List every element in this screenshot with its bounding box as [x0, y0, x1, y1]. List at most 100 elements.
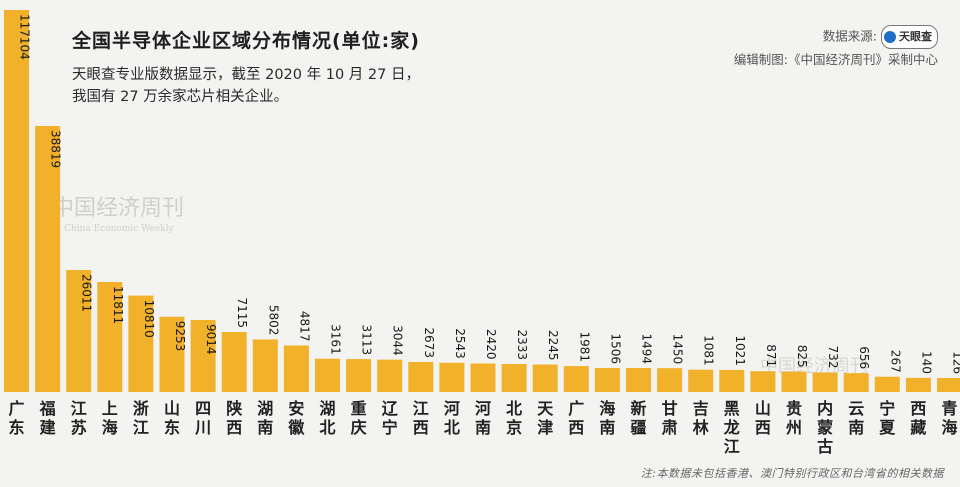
bar-四川: [190, 320, 216, 392]
category-label-char: 云: [848, 399, 864, 418]
category-label-char: 庆: [350, 418, 367, 437]
bar-value-label: 656: [857, 346, 871, 369]
bar-云南: [843, 373, 869, 392]
category-label-char: 海: [102, 418, 118, 437]
bar-value-label: 3044: [391, 325, 405, 356]
bar-value-label: 1021: [733, 335, 747, 366]
bar-value-label: 1450: [671, 334, 685, 365]
category-label-char: 河: [444, 399, 460, 418]
category-label-char: 山: [164, 399, 180, 418]
category-label-char: 宁: [382, 418, 398, 437]
category-label-char: 天: [537, 399, 554, 418]
bar-value-label: 2543: [453, 328, 467, 359]
bar-value-label: 1494: [640, 333, 654, 364]
category-label-char: 浙: [133, 399, 149, 418]
category-label-char: 甘: [662, 399, 678, 418]
bar-河北: [439, 362, 465, 392]
bar-value-label: 126: [951, 351, 960, 374]
category-label-char: 林: [693, 418, 709, 437]
editor-credit: 编辑制图:《中国经济周刊》采制中心: [733, 52, 938, 67]
category-label-char: 陕: [226, 399, 242, 418]
footnote: 注:本数据未包括香港、澳门特别行政区和台湾省的相关数据: [640, 467, 944, 480]
bar-河南: [470, 363, 496, 392]
category-label-char: 古: [817, 437, 833, 456]
bar-value-label: 871: [764, 344, 778, 367]
bar-value-label: 2673: [422, 327, 436, 358]
bar-广西: [563, 366, 589, 392]
category-label-char: 南: [848, 418, 864, 437]
category-label-char: 江: [133, 418, 149, 437]
bar-青海: [937, 378, 960, 392]
category-label-char: 京: [506, 418, 522, 437]
bar-辽宁: [377, 359, 403, 392]
bar-上海: [97, 282, 123, 392]
category-label-char: 西: [413, 418, 429, 437]
bar-value-label: 4817: [297, 311, 311, 342]
category-label-char: 西: [568, 418, 584, 437]
bar-江西: [408, 361, 434, 392]
category-label-char: 福: [39, 399, 56, 418]
chart-title: 全国半导体企业区域分布情况(单位:家): [72, 30, 420, 52]
bar-浙江: [128, 295, 154, 392]
category-label-char: 黑: [724, 399, 740, 418]
subtitle-line-2: 我国有 27 万余家芯片相关企业。: [72, 89, 289, 105]
bar-北京: [501, 364, 527, 392]
bar-广东: [4, 10, 29, 392]
bar-黑龙江: [719, 369, 745, 392]
category-label-char: 辽: [382, 399, 399, 418]
bar-value-label: 7115: [235, 297, 249, 328]
category-label-char: 蒙: [817, 418, 833, 437]
category-label-char: 四: [195, 399, 211, 418]
category-label-char: 津: [537, 418, 553, 437]
bar-重庆: [346, 359, 372, 392]
bar-value-label: 825: [795, 345, 809, 368]
category-label-char: 徽: [287, 418, 305, 437]
category-label-char: 西: [910, 399, 926, 418]
category-label-char: 西: [226, 418, 242, 437]
category-label-char: 江: [413, 399, 429, 418]
bar-西藏: [905, 377, 931, 392]
source-label: 数据来源:: [822, 28, 878, 44]
bar-福建: [35, 126, 61, 392]
bar-value-label: 117104: [18, 14, 32, 60]
bar-value-label: 1081: [702, 335, 716, 366]
logo-text: 天眼查: [899, 30, 932, 43]
category-label-char: 广: [8, 399, 24, 418]
category-label-char: 疆: [630, 418, 646, 437]
bar-value-label: 1506: [608, 333, 622, 364]
bar-江苏: [66, 270, 92, 392]
category-label-char: 湖: [257, 399, 273, 418]
category-label-char: 湖: [319, 399, 335, 418]
category-label-char: 江: [71, 399, 87, 418]
category-label-char: 广: [568, 399, 584, 418]
category-label-char: 北: [444, 418, 460, 437]
category-label-char: 江: [724, 437, 740, 456]
category-label-char: 北: [319, 418, 335, 437]
category-label-char: 吉: [693, 399, 709, 418]
bar-湖北: [315, 358, 340, 392]
category-label-char: 内: [817, 399, 833, 418]
category-label-char: 贵: [786, 399, 802, 418]
category-label-char: 宁: [879, 399, 895, 418]
category-label-char: 东: [8, 418, 24, 437]
bar-山西: [750, 371, 776, 392]
category-label-char: 东: [164, 418, 180, 437]
bar-陕西: [221, 332, 247, 392]
bar-贵州: [781, 371, 807, 392]
bar-安徽: [283, 345, 309, 392]
bar-value-label: 38819: [49, 130, 63, 168]
category-label-char: 肃: [662, 418, 678, 437]
watermark-en: China Economic Weekly: [64, 224, 174, 234]
bar-天津: [532, 364, 558, 392]
bar-value-label: 1981: [577, 332, 591, 363]
category-label-char: 建: [40, 418, 56, 437]
category-label-char: 西: [755, 418, 771, 437]
watermark: 中国经济周刊 China Economic Weekly: [52, 190, 184, 234]
bar-value-label: 10810: [142, 300, 156, 338]
chart-subtitle: 天眼查专业版数据显示，截至 2020 年 10 月 27 日， 我国有 27 万…: [72, 64, 420, 108]
category-label-char: 南: [475, 418, 491, 437]
category-label-char: 夏: [878, 418, 896, 437]
bar-value-label: 3113: [360, 325, 374, 356]
bar-甘肃: [657, 368, 683, 392]
source-info: 数据来源: 天眼查 编辑制图:《中国经济周刊》采制中心: [734, 25, 938, 71]
